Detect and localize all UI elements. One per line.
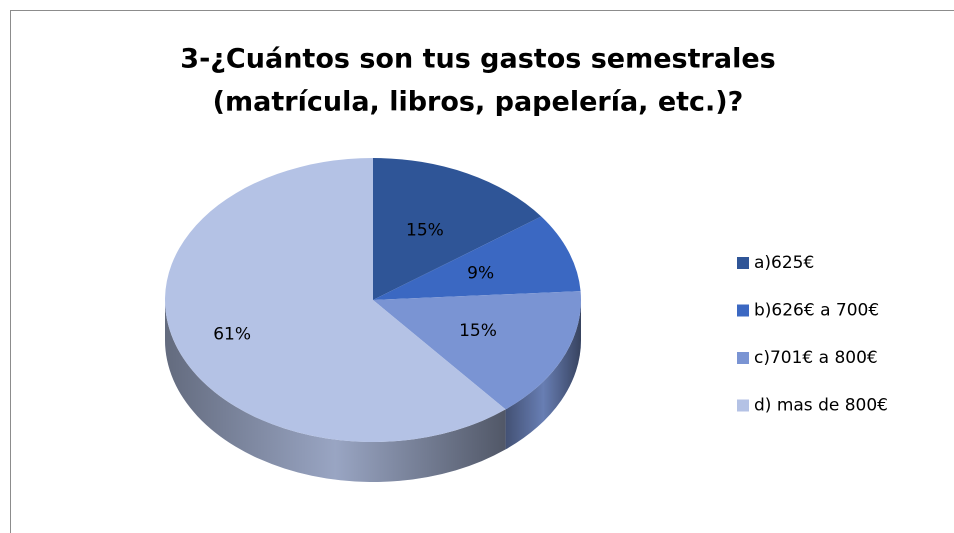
legend-swatch [737, 257, 749, 269]
data-label: 15% [406, 220, 444, 240]
slice-side-shade [165, 300, 506, 482]
data-label: 9% [467, 264, 494, 284]
data-label: 61% [213, 325, 251, 345]
legend-label: d) mas de 800€ [754, 396, 888, 416]
legend-label: c)701€ a 800€ [754, 348, 878, 368]
slice [165, 158, 506, 442]
chart-title: 3-¿Cuántos son tus gastos semestrales [180, 44, 775, 75]
slice [373, 216, 581, 300]
legend-swatch [737, 399, 749, 412]
legend-swatch [737, 304, 749, 317]
slice-side-shade [505, 300, 581, 450]
chart-title: (matrícula, libros, papelería, etc.)? [213, 87, 744, 118]
legend-swatch [737, 352, 749, 364]
legend-label: b)626€ a 700€ [754, 301, 879, 321]
data-label: 15% [459, 321, 497, 341]
slice [373, 158, 542, 300]
slice [373, 291, 581, 410]
legend-label: a)625€ [754, 253, 814, 273]
